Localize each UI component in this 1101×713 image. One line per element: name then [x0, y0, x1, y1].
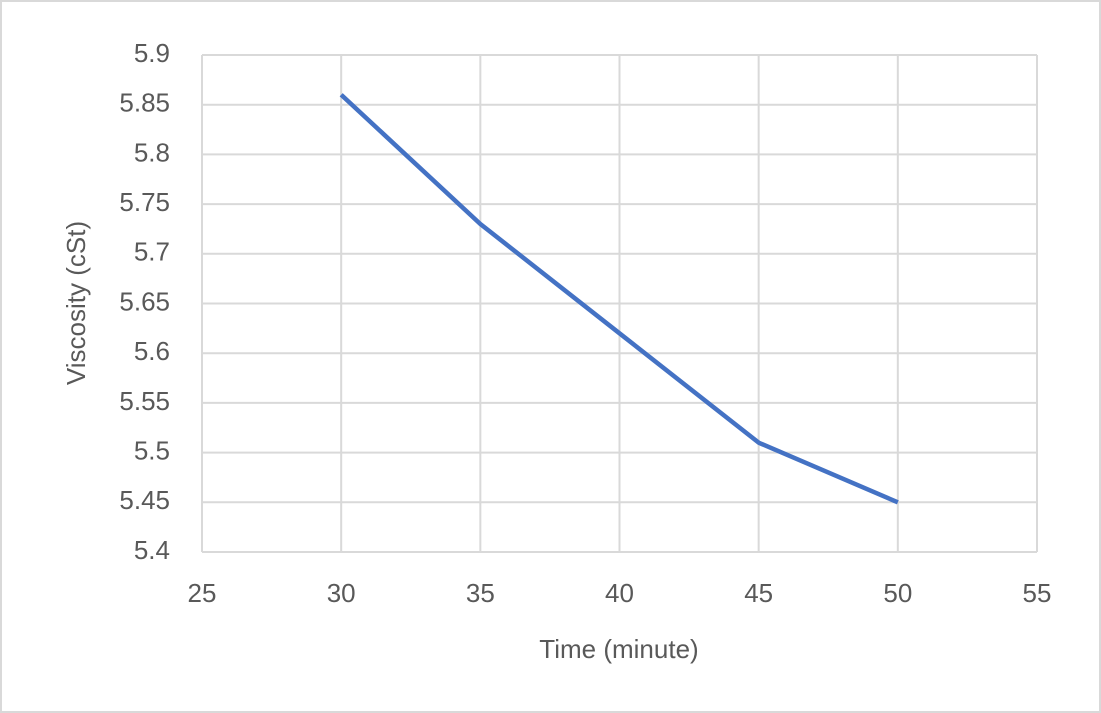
y-tick-label: 5.9	[134, 38, 170, 68]
y-tick-label: 5.55	[119, 386, 170, 416]
y-tick-label: 5.8	[134, 137, 170, 167]
x-tick-label: 40	[605, 578, 634, 608]
x-tick-label: 55	[1023, 578, 1052, 608]
y-tick-label: 5.85	[119, 88, 170, 118]
y-tick-label: 5.5	[134, 435, 170, 465]
y-axis-label: Viscosity (cSt)	[61, 221, 91, 385]
x-axis-label: Time (minute)	[539, 634, 698, 664]
y-tick-label: 5.4	[134, 535, 170, 565]
x-tick-label: 25	[188, 578, 217, 608]
y-tick-label: 5.6	[134, 336, 170, 366]
y-tick-label: 5.75	[119, 187, 170, 217]
x-tick-label: 30	[327, 578, 356, 608]
x-tick-label: 50	[883, 578, 912, 608]
y-tick-label: 5.45	[119, 485, 170, 515]
x-tick-label: 45	[744, 578, 773, 608]
y-tick-label: 5.65	[119, 286, 170, 316]
y-tick-label: 5.7	[134, 237, 170, 267]
data-line	[339, 93, 899, 505]
x-tick-label: 35	[466, 578, 495, 608]
